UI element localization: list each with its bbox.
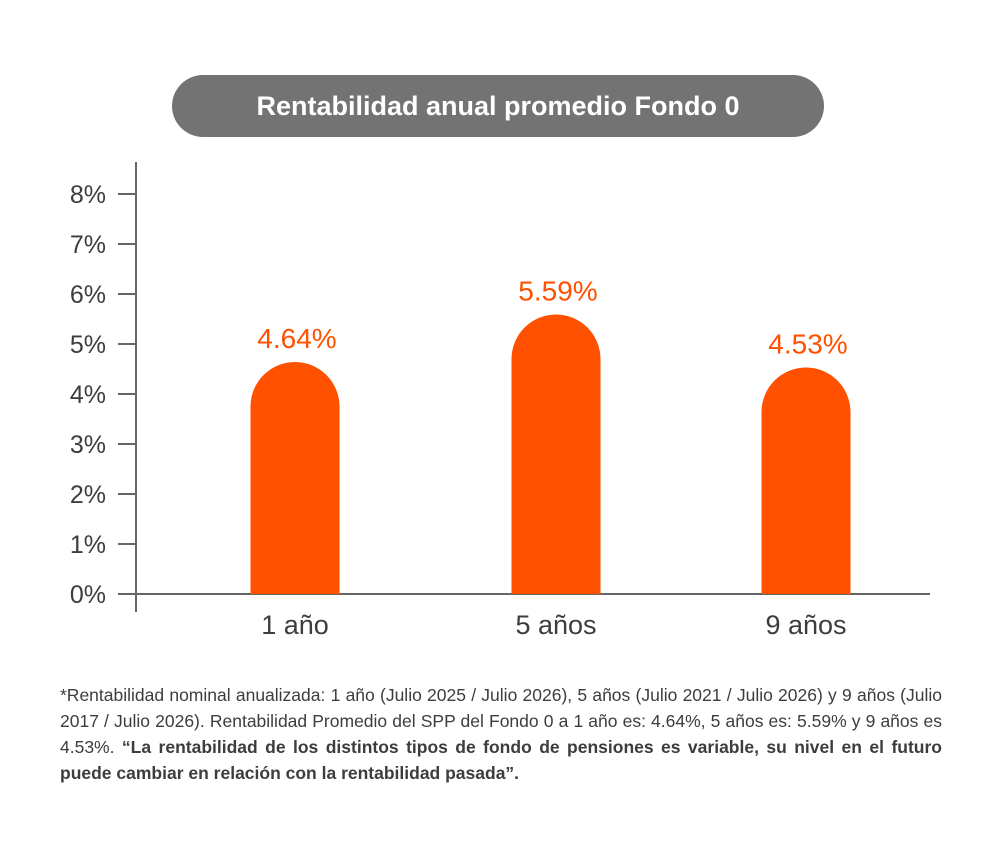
footnote-text: *Rentabilidad nominal anualizada: 1 año …: [60, 685, 942, 757]
footnote-disclaimer: “La rentabilidad de los distintos tipos …: [60, 737, 942, 783]
category-labels: 1 año 5 años 9 años: [261, 610, 846, 640]
bar-chart: 0% 1% 2% 3% 4% 5% 6% 7% 8% 4.64% 5.59% 4.53% 1 año…: [70, 162, 930, 640]
y-tick-label: 8%: [70, 181, 106, 209]
category-label: 9 años: [765, 610, 846, 640]
y-tick-label: 1%: [70, 531, 106, 559]
category-label: 5 años: [515, 610, 596, 640]
y-tick-label: 4%: [70, 381, 106, 409]
y-tick-label: 2%: [70, 481, 106, 509]
y-tick-label: 7%: [70, 231, 106, 259]
y-tick-label: 3%: [70, 431, 106, 459]
footnote: *Rentabilidad nominal anualizada: 1 año …: [60, 682, 942, 786]
data-labels: 4.64% 5.59% 4.53%: [257, 276, 847, 360]
data-label: 4.64%: [257, 323, 336, 354]
y-tick-label: 0%: [70, 581, 106, 609]
bar: [250, 362, 340, 594]
bar: [761, 367, 851, 594]
bars: [250, 314, 851, 594]
y-tick-label: 5%: [70, 331, 106, 359]
y-ticks: 0% 1% 2% 3% 4% 5% 6% 7% 8%: [70, 181, 136, 609]
category-label: 1 año: [261, 610, 329, 640]
chart-title: Rentabilidad anual promedio Fondo 0: [172, 75, 824, 137]
bar: [511, 314, 601, 594]
data-label: 5.59%: [518, 276, 597, 307]
data-label: 4.53%: [768, 329, 847, 360]
y-tick-label: 6%: [70, 281, 106, 309]
